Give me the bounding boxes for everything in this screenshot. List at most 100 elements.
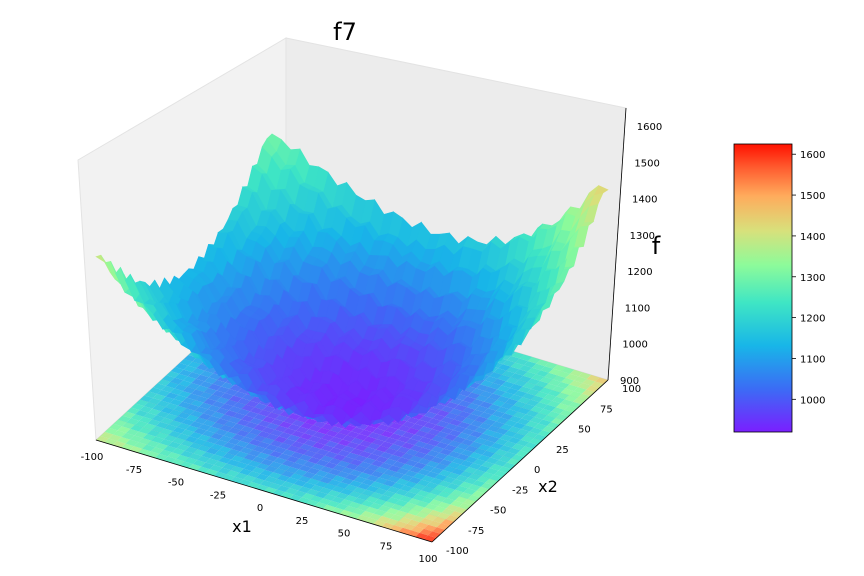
y-tick-label: -25 bbox=[512, 485, 528, 496]
contour-cell bbox=[126, 407, 140, 415]
surface-plot bbox=[95, 133, 609, 428]
contour-cell bbox=[232, 423, 246, 431]
contour-cell bbox=[155, 443, 168, 450]
surface-facet bbox=[266, 133, 282, 152]
contour-cell bbox=[172, 426, 186, 434]
contour-cell bbox=[211, 411, 225, 419]
contour-cell bbox=[525, 420, 539, 428]
contour-cell bbox=[402, 523, 416, 531]
contour-cell bbox=[130, 414, 144, 421]
y-tick-label: 100 bbox=[622, 384, 641, 395]
contour-cell bbox=[226, 459, 240, 467]
contour-cell bbox=[328, 468, 342, 476]
contour-cell bbox=[409, 466, 422, 473]
contour-cell bbox=[394, 510, 408, 518]
contour-cell bbox=[548, 379, 562, 386]
contour-cell bbox=[540, 376, 553, 384]
contour-cell bbox=[323, 494, 336, 501]
contour-cell bbox=[426, 450, 440, 457]
contour-cell bbox=[324, 462, 338, 469]
contour-cell bbox=[273, 468, 286, 475]
contour-cell bbox=[512, 443, 525, 451]
contour-cell bbox=[471, 399, 484, 406]
contour-cell bbox=[215, 429, 228, 436]
contour-cell bbox=[441, 508, 455, 516]
colorbar-ticks: 1000 1100 1200 1300 1400 1500 1600 bbox=[792, 150, 825, 406]
contour-cell bbox=[353, 476, 367, 484]
contour-cell bbox=[308, 425, 322, 432]
contour-cell bbox=[311, 463, 325, 471]
z-tick-label: 1400 bbox=[632, 195, 657, 206]
contour-cell bbox=[513, 411, 526, 419]
contour-cell bbox=[113, 430, 126, 437]
contour-cell bbox=[542, 426, 556, 433]
contour-cell bbox=[489, 474, 503, 482]
contour-cell bbox=[185, 436, 198, 443]
axis-lines bbox=[95, 107, 627, 543]
contour-cell bbox=[477, 465, 490, 473]
contour-cell bbox=[214, 461, 227, 468]
contour-cell bbox=[346, 431, 360, 438]
contour-cell bbox=[432, 527, 446, 534]
contour-cell bbox=[332, 475, 346, 482]
contour-cell bbox=[526, 410, 539, 417]
contour-cell bbox=[382, 501, 396, 508]
z-tick-label: 1100 bbox=[625, 303, 650, 314]
contour-cell bbox=[180, 440, 194, 447]
contour-cell bbox=[135, 399, 149, 407]
contour-cell bbox=[269, 450, 283, 458]
contour-cell bbox=[157, 379, 171, 386]
contour-cell bbox=[159, 449, 172, 457]
contour-cell bbox=[117, 437, 130, 444]
contour-cell bbox=[474, 426, 488, 434]
contour-cell bbox=[155, 432, 169, 440]
contour-cell bbox=[532, 363, 545, 371]
contour-cell bbox=[428, 418, 441, 425]
contour-cell bbox=[317, 427, 330, 435]
contour-cell bbox=[371, 460, 384, 467]
contour-cell bbox=[212, 401, 225, 408]
contour-cell bbox=[484, 397, 497, 405]
contour-cell bbox=[441, 519, 454, 526]
contour-cell bbox=[486, 446, 500, 454]
contour-cell bbox=[422, 443, 436, 451]
contour-cell bbox=[243, 475, 256, 482]
contour-cell bbox=[433, 495, 447, 502]
contour-cell bbox=[232, 412, 246, 420]
contour-cell bbox=[490, 464, 503, 471]
contour-cell bbox=[168, 420, 182, 427]
contour-cell bbox=[509, 394, 523, 402]
contour-cell bbox=[353, 487, 366, 494]
contour-cell bbox=[164, 413, 178, 421]
contour-cell bbox=[402, 421, 416, 428]
contour-cell bbox=[456, 464, 469, 472]
contour-cell bbox=[257, 441, 270, 449]
contour-cell bbox=[236, 430, 250, 437]
contour-cell bbox=[262, 405, 276, 413]
contour-cell bbox=[361, 500, 374, 507]
contour-cell bbox=[281, 481, 294, 488]
contour-cell bbox=[434, 484, 447, 492]
contour-cell bbox=[360, 510, 374, 518]
contour-cell bbox=[180, 450, 194, 458]
contour-cell bbox=[333, 443, 347, 451]
contour-cell bbox=[478, 444, 491, 451]
contour-cell bbox=[228, 427, 241, 435]
contour-cell bbox=[534, 412, 548, 420]
contour-cell bbox=[176, 454, 189, 462]
contour-cell bbox=[367, 453, 380, 461]
contour-cell bbox=[234, 472, 248, 480]
contour-cell bbox=[188, 361, 201, 369]
contour-cell bbox=[271, 408, 284, 415]
contour-cell bbox=[182, 397, 196, 405]
contour-cell bbox=[304, 418, 318, 426]
contour-cell bbox=[561, 367, 575, 374]
contour-cell bbox=[117, 426, 131, 433]
contour-cell bbox=[462, 417, 475, 425]
contour-cell bbox=[385, 426, 398, 434]
contour-cell bbox=[126, 428, 139, 436]
contour-cell bbox=[181, 429, 194, 437]
contour-cell bbox=[310, 495, 324, 503]
contour-cell bbox=[184, 457, 198, 464]
contour-cell bbox=[439, 459, 452, 466]
